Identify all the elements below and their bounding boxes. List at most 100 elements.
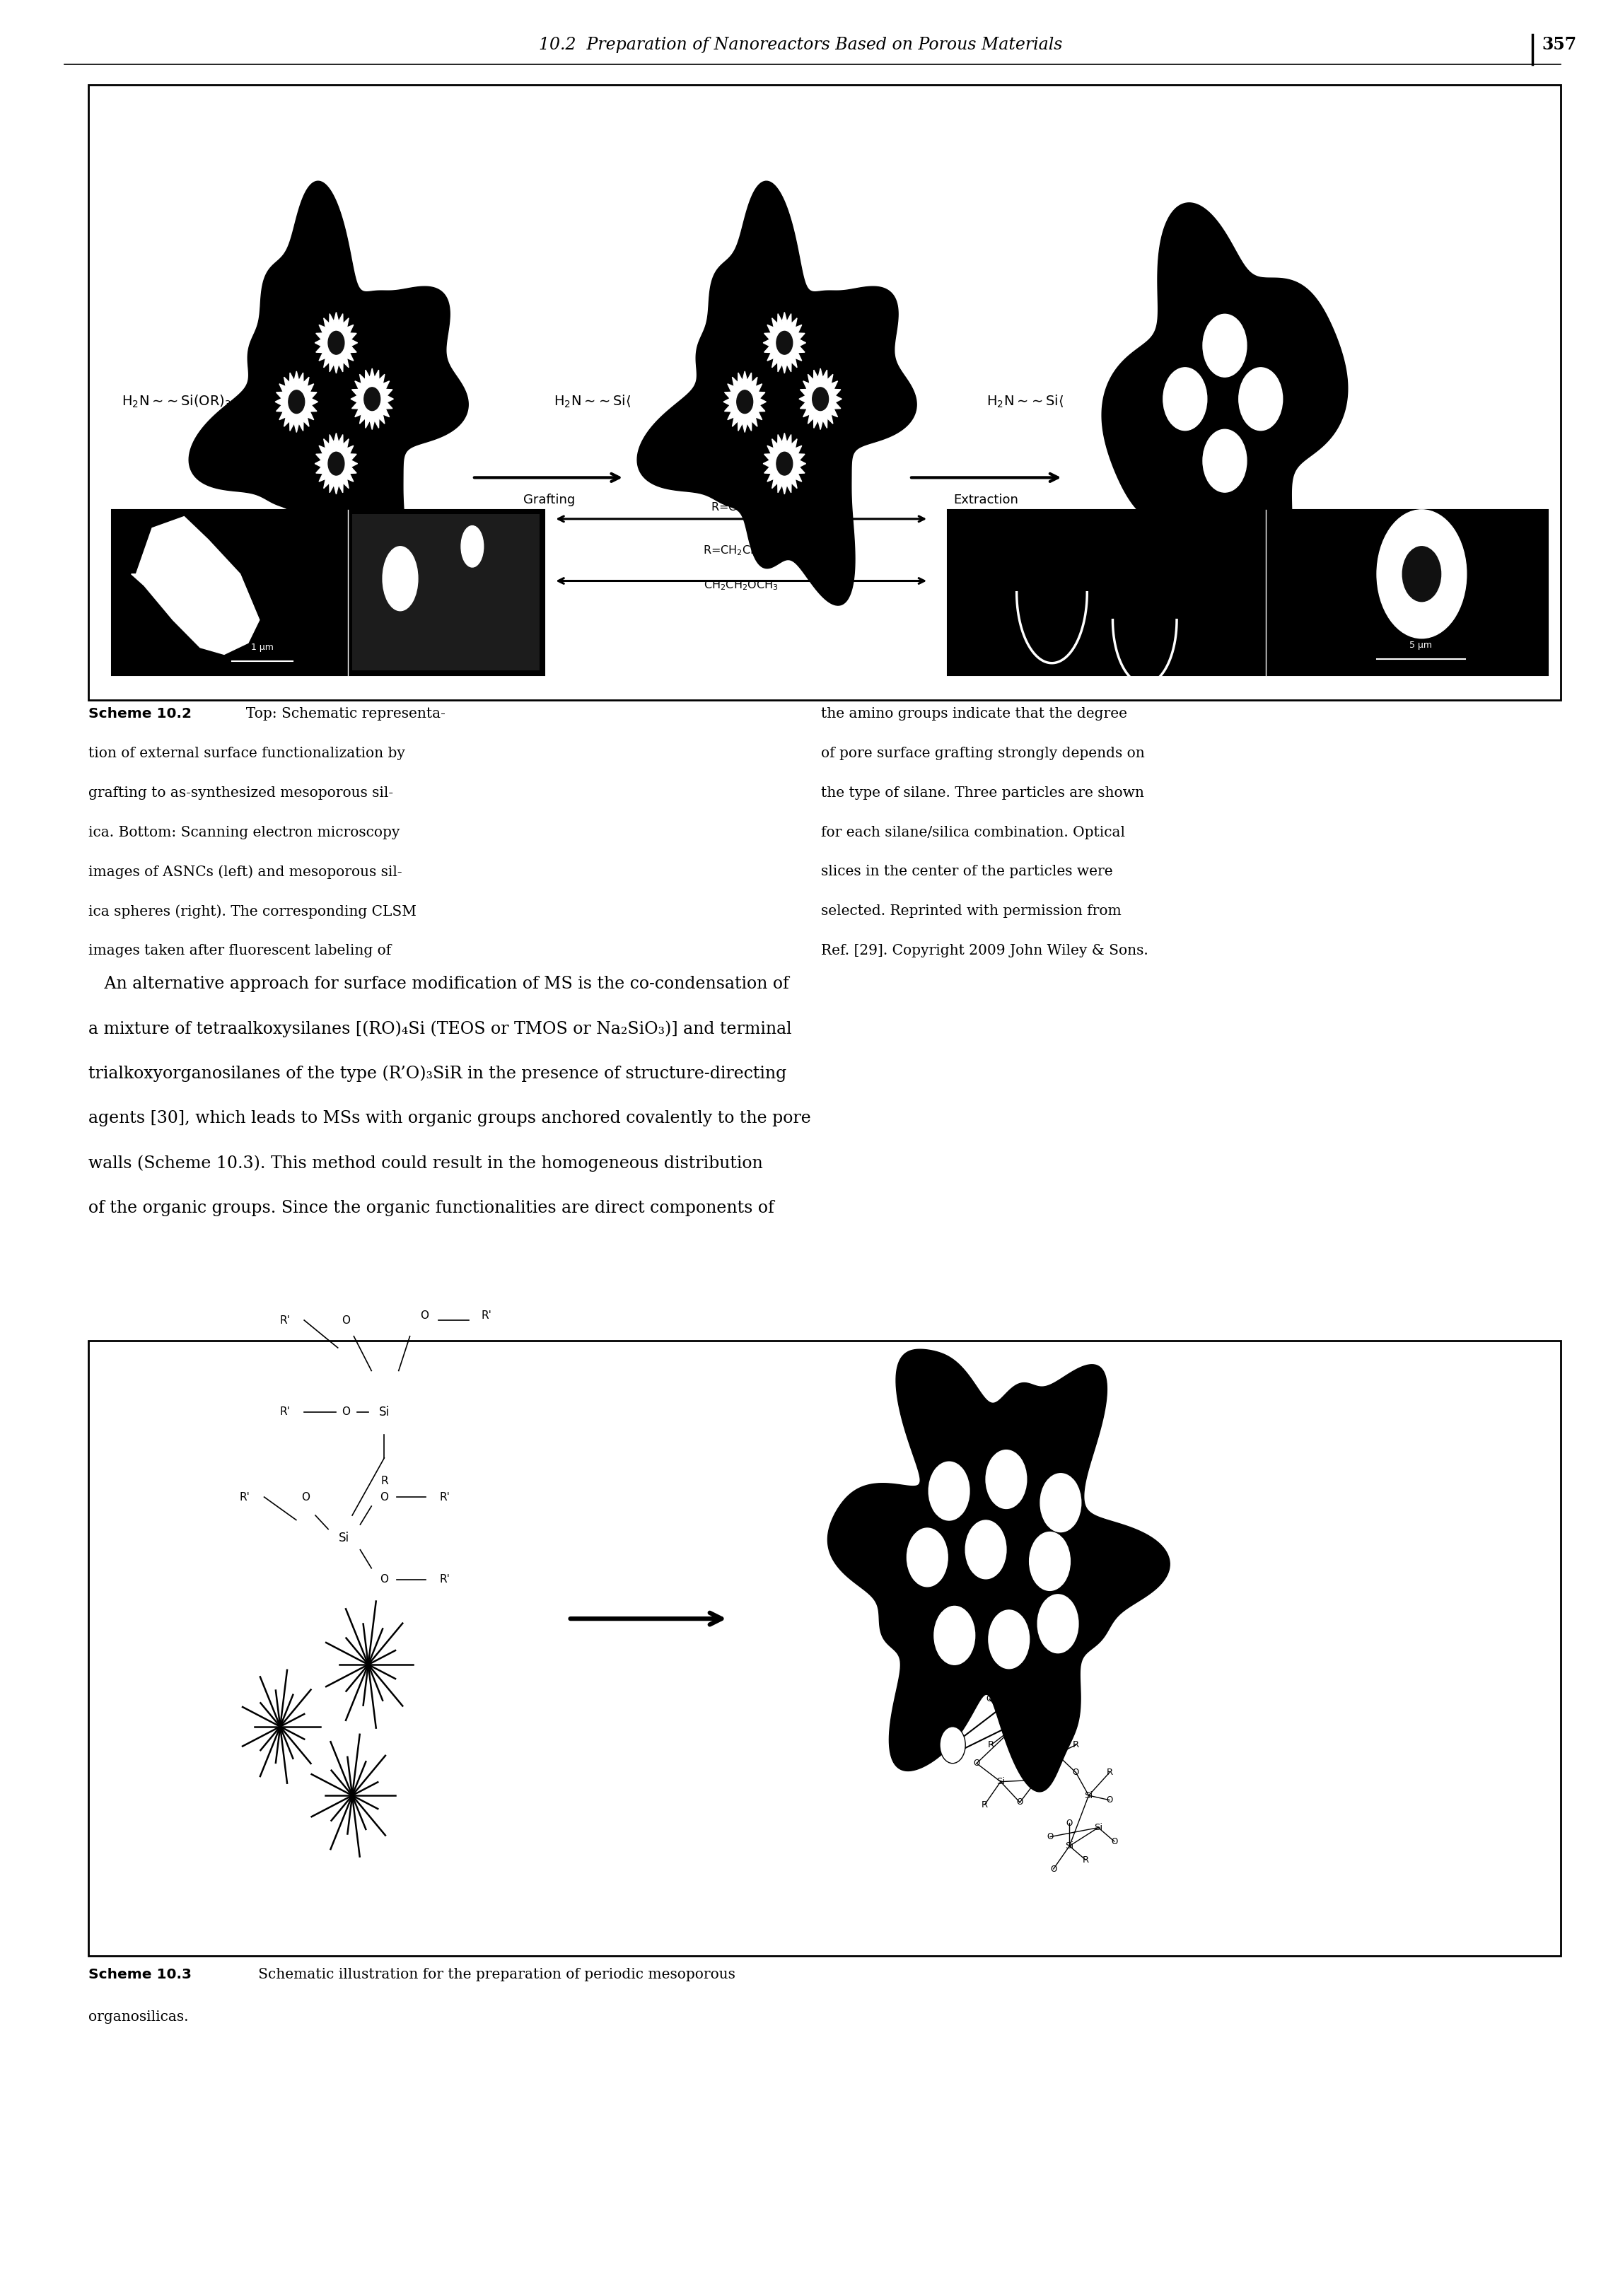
Polygon shape bbox=[799, 367, 842, 429]
Polygon shape bbox=[315, 312, 357, 374]
Text: grafting to as-synthesized mesoporous sil-: grafting to as-synthesized mesoporous si… bbox=[88, 785, 392, 799]
Text: CH$_2$CH$_2$OCH$_3$: CH$_2$CH$_2$OCH$_3$ bbox=[704, 579, 778, 592]
Text: the type of silane. Three particles are shown: the type of silane. Three particles are … bbox=[821, 785, 1145, 799]
Text: R=CH$_2$CH$_2$O–: R=CH$_2$CH$_2$O– bbox=[703, 544, 780, 558]
Circle shape bbox=[328, 452, 344, 475]
Circle shape bbox=[776, 452, 792, 475]
Text: H$_2$N$\sim\!\sim$Si$\langle$: H$_2$N$\sim\!\sim$Si$\langle$ bbox=[554, 395, 631, 409]
Circle shape bbox=[1202, 429, 1247, 491]
Text: O: O bbox=[341, 1407, 351, 1417]
Circle shape bbox=[812, 388, 828, 411]
Circle shape bbox=[328, 331, 344, 354]
Text: images of ASNCs (left) and mesoporous sil-: images of ASNCs (left) and mesoporous si… bbox=[88, 866, 402, 879]
Bar bbox=[88, 85, 1561, 700]
Text: Scheme 10.3: Scheme 10.3 bbox=[88, 1968, 191, 1981]
Polygon shape bbox=[189, 181, 469, 606]
Text: R': R' bbox=[280, 1316, 290, 1325]
Text: organosilicas.: organosilicas. bbox=[88, 2011, 189, 2023]
Circle shape bbox=[1041, 1474, 1081, 1531]
Text: R: R bbox=[1034, 1740, 1041, 1750]
Text: Si: Si bbox=[1052, 1750, 1061, 1759]
Text: O: O bbox=[986, 1694, 993, 1704]
Text: R': R' bbox=[482, 1311, 492, 1320]
Text: O: O bbox=[1017, 1798, 1023, 1807]
Polygon shape bbox=[351, 367, 394, 429]
Text: O: O bbox=[379, 1492, 389, 1502]
Circle shape bbox=[986, 1451, 1026, 1508]
Text: 5 μm: 5 μm bbox=[1409, 641, 1433, 650]
Text: O: O bbox=[973, 1759, 980, 1768]
Text: Si: Si bbox=[379, 1405, 389, 1419]
Polygon shape bbox=[1101, 202, 1348, 602]
Circle shape bbox=[965, 1520, 1005, 1580]
Text: R: R bbox=[1082, 1855, 1089, 1864]
Circle shape bbox=[1029, 1531, 1069, 1591]
Text: tion of external surface functionalization by: tion of external surface functionalizati… bbox=[88, 746, 405, 760]
Text: R: R bbox=[1073, 1740, 1079, 1750]
Polygon shape bbox=[724, 372, 767, 432]
Text: An alternative approach for surface modification of MS is the co-condensation of: An alternative approach for surface modi… bbox=[88, 976, 789, 992]
Text: R: R bbox=[381, 1476, 387, 1486]
Bar bbox=[352, 514, 540, 670]
Text: Grafting: Grafting bbox=[524, 494, 575, 507]
Circle shape bbox=[988, 1609, 1029, 1669]
Polygon shape bbox=[828, 1350, 1170, 1791]
Text: trialkoxyorganosilanes of the type (R’O)₃SiR in the presence of structure-direct: trialkoxyorganosilanes of the type (R’O)… bbox=[88, 1065, 786, 1081]
Text: selected. Reprinted with permission from: selected. Reprinted with permission from bbox=[821, 905, 1122, 918]
Text: O: O bbox=[1047, 1832, 1053, 1841]
Circle shape bbox=[776, 331, 792, 354]
Circle shape bbox=[1037, 1593, 1079, 1653]
Text: agents [30], which leads to MSs with organic groups anchored covalently to the p: agents [30], which leads to MSs with org… bbox=[88, 1111, 810, 1127]
Text: Si: Si bbox=[1093, 1823, 1103, 1832]
Bar bbox=[88, 1341, 1561, 1956]
Polygon shape bbox=[315, 434, 357, 494]
Circle shape bbox=[1164, 367, 1207, 429]
Ellipse shape bbox=[461, 526, 484, 567]
Circle shape bbox=[1402, 546, 1441, 602]
Text: slices in the center of the particles were: slices in the center of the particles we… bbox=[821, 866, 1113, 879]
Text: Ref. [29]. Copyright 2009 John Wiley & Sons.: Ref. [29]. Copyright 2009 John Wiley & S… bbox=[821, 944, 1148, 957]
Polygon shape bbox=[764, 312, 805, 374]
Text: O: O bbox=[1106, 1795, 1113, 1805]
Text: O: O bbox=[1034, 1694, 1041, 1704]
Text: Si: Si bbox=[1084, 1791, 1093, 1800]
Text: Schematic illustration for the preparation of periodic mesoporous: Schematic illustration for the preparati… bbox=[245, 1968, 735, 1981]
Text: Si: Si bbox=[996, 1777, 1005, 1786]
Text: R: R bbox=[988, 1740, 994, 1750]
Circle shape bbox=[929, 1463, 970, 1520]
Circle shape bbox=[363, 388, 379, 411]
Text: a mixture of tetraalkoxysilanes [(RO)₄Si (TEOS or TMOS or Na₂SiO₃)] and terminal: a mixture of tetraalkoxysilanes [(RO)₄Si… bbox=[88, 1019, 791, 1038]
Text: O: O bbox=[1073, 1768, 1079, 1777]
Ellipse shape bbox=[383, 546, 418, 611]
Circle shape bbox=[1239, 367, 1282, 429]
Text: R: R bbox=[981, 1800, 988, 1809]
Text: O: O bbox=[419, 1311, 429, 1320]
Text: walls (Scheme 10.3). This method could result in the homogeneous distribution: walls (Scheme 10.3). This method could r… bbox=[88, 1155, 762, 1171]
Text: Si: Si bbox=[1065, 1841, 1074, 1851]
Text: images taken after fluorescent labeling of: images taken after fluorescent labeling … bbox=[88, 944, 391, 957]
Text: R': R' bbox=[440, 1575, 450, 1584]
Text: Extraction: Extraction bbox=[954, 494, 1018, 507]
Text: R': R' bbox=[440, 1492, 450, 1502]
Circle shape bbox=[1202, 315, 1247, 377]
Text: R': R' bbox=[280, 1407, 290, 1417]
Text: Si: Si bbox=[1010, 1722, 1020, 1731]
Polygon shape bbox=[637, 181, 917, 606]
Text: O: O bbox=[1045, 1775, 1052, 1784]
Circle shape bbox=[906, 1529, 948, 1587]
Text: H$_2$N$\sim\!\sim$Si(OR)$_3$ +: H$_2$N$\sim\!\sim$Si(OR)$_3$ + bbox=[122, 395, 247, 409]
Text: for each silane/silica combination. Optical: for each silane/silica combination. Opti… bbox=[821, 827, 1126, 838]
Text: ica spheres (right). The corresponding CLSM: ica spheres (right). The corresponding C… bbox=[88, 905, 416, 918]
Text: Scheme 10.2: Scheme 10.2 bbox=[88, 707, 191, 721]
Text: R: R bbox=[1106, 1768, 1113, 1777]
Text: the amino groups indicate that the degree: the amino groups indicate that the degre… bbox=[821, 707, 1127, 721]
Circle shape bbox=[288, 390, 304, 413]
Bar bbox=[112, 510, 544, 675]
Text: Si: Si bbox=[339, 1531, 349, 1545]
Text: O: O bbox=[1050, 1864, 1057, 1874]
Text: H$_2$N$\sim\!\sim$Si$\langle$: H$_2$N$\sim\!\sim$Si$\langle$ bbox=[986, 395, 1063, 409]
Text: R': R' bbox=[240, 1492, 250, 1502]
Text: of pore surface grafting strongly depends on: of pore surface grafting strongly depend… bbox=[821, 746, 1145, 760]
Text: ica. Bottom: Scanning electron microscopy: ica. Bottom: Scanning electron microscop… bbox=[88, 827, 400, 838]
Text: 10.2  Preparation of Nanoreactors Based on Porous Materials: 10.2 Preparation of Nanoreactors Based o… bbox=[538, 37, 1063, 53]
